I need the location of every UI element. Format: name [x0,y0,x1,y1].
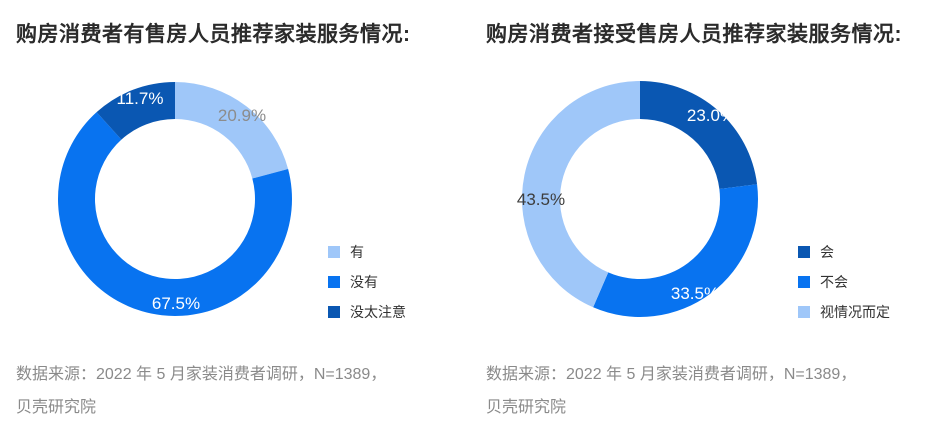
legend-label: 视情况而定 [820,304,890,320]
source-line-1: 数据来源：2022 年 5 月家装消费者调研，N=1389， [486,366,857,383]
right-chart-panel: 购房消费者接受售房人员推荐家装服务情况: 23.0% 33.5% 43.5% 会不会… [470,0,940,437]
donut-segment-没太注意 [96,82,175,140]
right-chart-title: 购房消费者接受售房人员推荐家装服务情况: [486,23,902,46]
right-donut-chart: 23.0% 33.5% 43.5% [517,80,759,318]
left-chart-panel: 购房消费者有售房人员推荐家装服务情况: 20.9% 67.5% 11.7% 有没有没… [16,23,466,424]
right-source-note: 数据来源：2022 年 5 月家装消费者调研，N=1389， 贝壳研究院 [486,358,936,424]
source-line-2: 贝壳研究院 [486,399,567,416]
left-chart-legend: 有没有 没太注意 [328,237,406,327]
legend-item-会: 会 [798,237,890,267]
legend-swatch-icon [328,246,340,258]
legend-item-视情况而定: 视情况而定 [798,297,890,327]
percent-label-没太注意: 11.7% [117,89,164,108]
donut-segment-没有 [58,112,293,316]
legend-swatch-icon [328,306,340,318]
legend-swatch-icon [798,246,810,258]
legend-item-没有: 没有 [328,267,406,297]
legend-label: 不会 [820,274,848,290]
legend-swatch-icon [328,276,340,288]
legend-swatch-icon [798,306,810,318]
donut-segment-会 [640,81,758,189]
legend-item-有: 有 [328,237,406,267]
percent-label-不会: 33.5% [671,284,719,303]
donut-segment-有 [175,82,289,179]
right-chart-legend: 会不会 视情况而定 [798,237,890,327]
left-donut-chart: 20.9% 67.5% 11.7% [58,82,293,316]
percent-label-会: 23.0% [687,106,735,125]
legend-label: 有 [350,244,364,260]
legend-label: 没太注意 [350,304,406,320]
source-line-2: 贝壳研究院 [16,399,97,416]
percent-label-视情况而定: 43.5% [517,190,565,209]
donut-segment-视情况而定 [521,80,640,308]
legend-label: 会 [820,244,834,260]
legend-item-不会: 不会 [798,267,890,297]
legend-swatch-icon [798,276,810,288]
donut-segment-不会 [593,184,759,318]
percent-label-没有: 67.5% [152,294,200,313]
legend-label: 没有 [350,274,378,290]
percent-label-有: 20.9% [218,106,266,125]
legend-item-没太注意: 没太注意 [328,297,406,327]
source-line-1: 数据来源：2022 年 5 月家装消费者调研，N=1389， [16,366,387,383]
left-chart-title: 购房消费者有售房人员推荐家装服务情况: [16,23,411,46]
left-source-note: 数据来源：2022 年 5 月家装消费者调研，N=1389， 贝壳研究院 [16,358,466,424]
